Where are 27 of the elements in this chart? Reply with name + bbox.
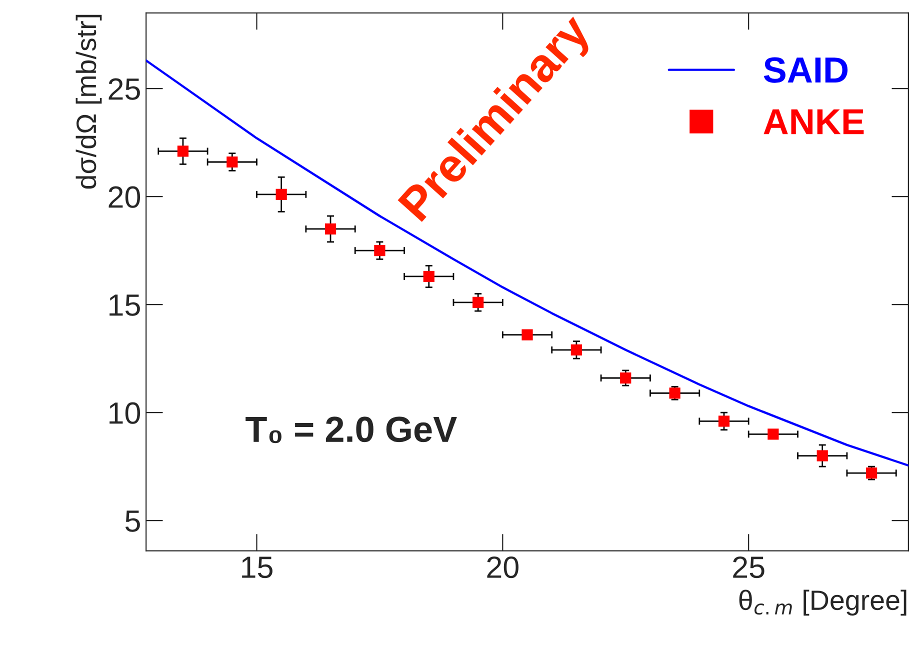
x-tick-label: 25: [733, 556, 764, 578]
x-tick-label: 15: [242, 556, 272, 578]
point: [522, 329, 533, 340]
legend-label: SAID: [764, 57, 848, 83]
point: [620, 372, 632, 384]
point: [570, 344, 582, 356]
y-tick-label: 15: [110, 294, 140, 316]
point: [276, 188, 287, 200]
point: [226, 156, 238, 168]
y-tick-label: 10: [110, 402, 140, 424]
point: [669, 388, 680, 399]
point: [816, 450, 828, 462]
x-tick-label: 20: [487, 556, 518, 578]
y-tick-label: 20: [108, 186, 140, 208]
point: [177, 146, 189, 157]
y-tick-label: 5: [125, 510, 140, 532]
point: [374, 245, 386, 256]
y-tick-label: 25: [108, 78, 140, 100]
legend-label: ANKE: [764, 109, 864, 134]
x-axis-title: θ$_{c.m}$ [Degree]: [739, 590, 906, 616]
point: [718, 416, 730, 427]
point: [472, 296, 484, 308]
point: [324, 223, 336, 235]
annotation: T₀ = 2.0 GeV: [246, 416, 457, 444]
point: [423, 270, 434, 282]
point: [768, 428, 779, 440]
y-axis-title: dσ/dΩ [mb/str]: [76, 14, 102, 189]
